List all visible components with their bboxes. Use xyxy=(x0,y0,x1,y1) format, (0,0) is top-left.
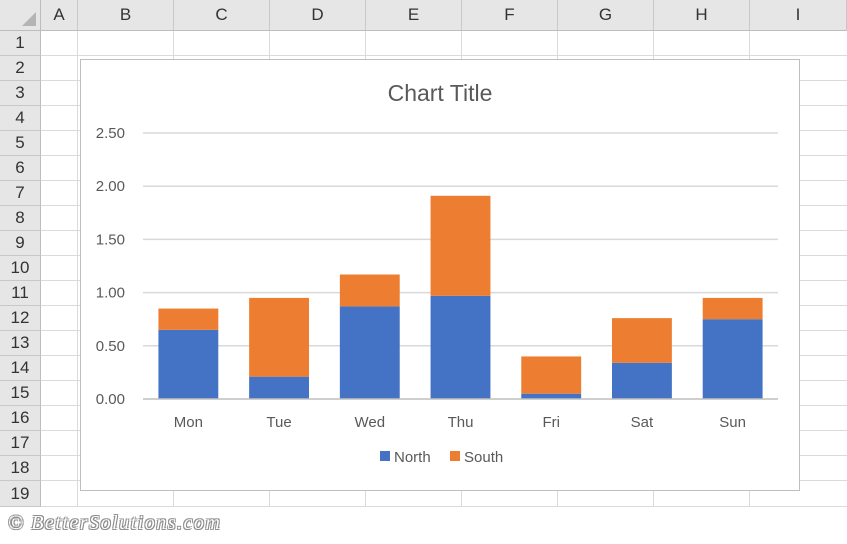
bar-south-mon xyxy=(158,308,219,330)
bar-north-tue xyxy=(249,376,310,399)
bar-north-wed xyxy=(339,306,400,399)
y-axis-tick-labels: 0.00 0.50 1.00 1.50 2.00 2.50 xyxy=(96,125,125,408)
row-header-4[interactable]: 4 xyxy=(0,106,41,131)
bar-south-thu xyxy=(430,195,491,296)
row-header-19[interactable]: 19 xyxy=(0,481,41,507)
bar-south-fri xyxy=(521,356,582,394)
bar-north-fri xyxy=(521,393,582,399)
row-header-5[interactable]: 5 xyxy=(0,131,41,156)
stacked-column-chart: Chart Title 0.00 0.50 1.00 1.50 2.00 2.50 Mon… xyxy=(96,80,778,466)
y-tick-label: 1.00 xyxy=(96,285,125,302)
select-all-corner[interactable] xyxy=(0,0,41,31)
row-header-1[interactable]: 1 xyxy=(0,31,41,56)
row-header-17[interactable]: 17 xyxy=(0,431,41,456)
row-header-6[interactable]: 6 xyxy=(0,156,41,181)
column-header-c[interactable]: C xyxy=(174,0,270,31)
x-tick-label: Thu xyxy=(448,414,474,431)
column-header-d[interactable]: D xyxy=(270,0,366,31)
legend-label-south: South xyxy=(464,449,503,466)
bar-south-sun xyxy=(702,297,763,320)
chart-title[interactable]: Chart Title xyxy=(388,80,493,106)
bar-north-sun xyxy=(702,319,763,399)
column-header-h[interactable]: H xyxy=(654,0,750,31)
bars xyxy=(158,195,763,399)
row-header-15[interactable]: 15 xyxy=(0,381,41,406)
column-header-i[interactable]: I xyxy=(750,0,847,31)
y-tick-label: 0.50 xyxy=(96,338,125,355)
x-tick-label: Tue xyxy=(266,414,291,431)
x-tick-label: Sat xyxy=(631,414,654,431)
legend[interactable]: North South xyxy=(380,449,503,466)
bar-north-sat xyxy=(611,362,672,399)
chart-object[interactable]: Chart Title 0.00 0.50 1.00 1.50 2.00 2.50 Mon… xyxy=(80,59,800,491)
gridline xyxy=(41,55,847,56)
row-header-18[interactable]: 18 xyxy=(0,456,41,481)
y-tick-label: 2.00 xyxy=(96,178,125,195)
legend-swatch-south xyxy=(450,451,460,461)
x-tick-label: Mon xyxy=(174,414,203,431)
column-header-g[interactable]: G xyxy=(558,0,654,31)
row-header-11[interactable]: 11 xyxy=(0,281,41,306)
row-header-12[interactable]: 12 xyxy=(0,306,41,331)
x-tick-label: Fri xyxy=(542,414,560,431)
column-header-b[interactable]: B xyxy=(78,0,174,31)
y-tick-label: 1.50 xyxy=(96,231,125,248)
y-tick-label: 0.00 xyxy=(96,391,125,408)
x-tick-label: Wed xyxy=(354,414,385,431)
legend-label-north: North xyxy=(394,449,431,466)
row-header-14[interactable]: 14 xyxy=(0,356,41,381)
bar-south-wed xyxy=(339,274,400,307)
gridline xyxy=(77,31,78,507)
column-header-a[interactable]: A xyxy=(41,0,78,31)
spreadsheet-grid: A B C D E F G H I 1 2 3 4 5 6 7 8 9 10 1… xyxy=(0,0,847,507)
row-header-16[interactable]: 16 xyxy=(0,406,41,431)
x-axis-tick-labels: Mon Tue Wed Thu Fri Sat Sun xyxy=(174,414,746,431)
x-tick-label: Sun xyxy=(719,414,746,431)
row-header-8[interactable]: 8 xyxy=(0,206,41,231)
row-header-2[interactable]: 2 xyxy=(0,56,41,81)
column-header-e[interactable]: E xyxy=(366,0,462,31)
y-tick-label: 2.50 xyxy=(96,125,125,142)
row-header-13[interactable]: 13 xyxy=(0,331,41,356)
row-header-7[interactable]: 7 xyxy=(0,181,41,206)
bar-south-tue xyxy=(249,297,310,377)
column-header-f[interactable]: F xyxy=(462,0,558,31)
bar-north-mon xyxy=(158,329,219,399)
select-all-triangle-icon xyxy=(22,12,36,26)
row-header-3[interactable]: 3 xyxy=(0,81,41,106)
gridline xyxy=(41,506,847,507)
bar-south-sat xyxy=(611,318,672,363)
watermark: © BetterSolutions.com xyxy=(8,512,222,534)
legend-swatch-north xyxy=(380,451,390,461)
row-header-10[interactable]: 10 xyxy=(0,256,41,281)
row-header-9[interactable]: 9 xyxy=(0,231,41,256)
bar-north-thu xyxy=(430,295,491,399)
